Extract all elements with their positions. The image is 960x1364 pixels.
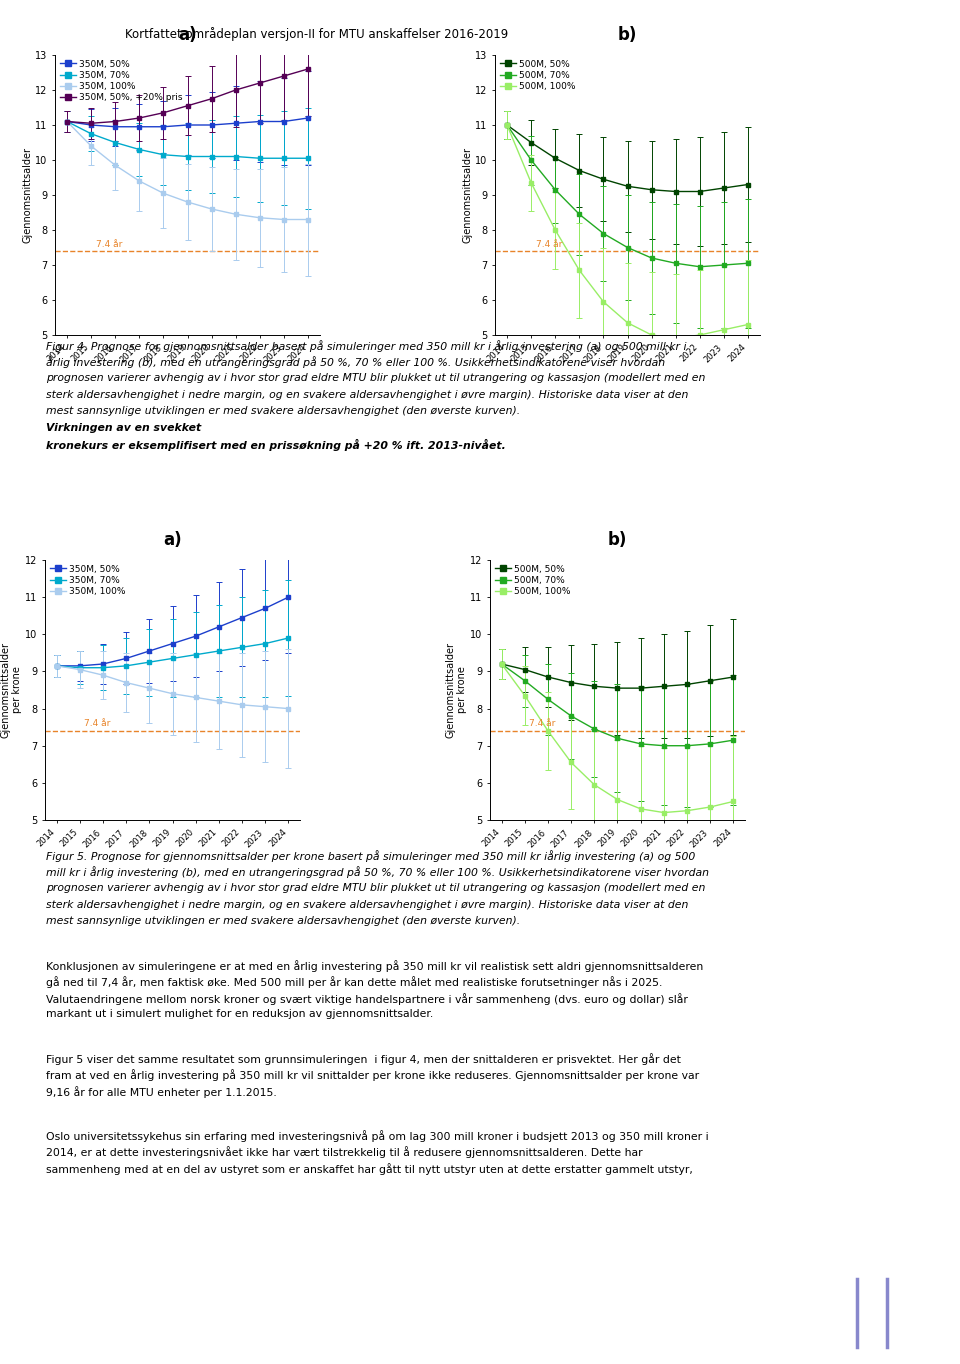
Legend: 350M, 50%, 350M, 70%, 350M, 100%, 350M, 50%, +20% pris: 350M, 50%, 350M, 70%, 350M, 100%, 350M, … — [60, 60, 182, 102]
Text: kronekurs er eksemplifisert med en prissøkning på +20 % ift. 2013-nivået.: kronekurs er eksemplifisert med en priss… — [46, 439, 506, 451]
Text: 7.4 år: 7.4 år — [529, 719, 556, 728]
Text: fram at ved en årlig investering på 350 mill kr vil snittalder per krone ikke re: fram at ved en årlig investering på 350 … — [46, 1069, 699, 1082]
Text: sammenheng med at en del av ustyret som er anskaffet har gått til nytt utstyr ut: sammenheng med at en del av ustyret som … — [46, 1163, 693, 1174]
Text: Figur 4. Prognose for gjennomsnittsalder basert på simuleringer med 350 mill kr : Figur 4. Prognose for gjennomsnittsalder… — [46, 340, 686, 352]
Text: 2014, er at dette investeringsnivået ikke har vært tilstrekkelig til å redusere : 2014, er at dette investeringsnivået ikk… — [46, 1146, 642, 1158]
Legend: 500M, 50%, 500M, 70%, 500M, 100%: 500M, 50%, 500M, 70%, 500M, 100% — [494, 565, 571, 596]
Text: a): a) — [163, 531, 181, 550]
Text: 7.4 år: 7.4 år — [96, 240, 122, 248]
Text: mest sannsynlige utviklingen er med svakere aldersavhengighet (den øverste kurve: mest sannsynlige utviklingen er med svak… — [46, 406, 520, 416]
Legend: 350M, 50%, 350M, 70%, 350M, 100%: 350M, 50%, 350M, 70%, 350M, 100% — [50, 565, 126, 596]
Text: Virkningen av en svekket: Virkningen av en svekket — [46, 423, 202, 432]
Text: prognosen varierer avhengig av i hvor stor grad eldre MTU blir plukket ut til ut: prognosen varierer avhengig av i hvor st… — [46, 883, 706, 893]
Text: Kortfattet områdeplan versjon-II for MTU anskaffelser 2016-2019: Kortfattet områdeplan versjon-II for MTU… — [125, 27, 508, 41]
Text: Figur 5. Prognose for gjennomsnittsalder per krone basert på simuleringer med 35: Figur 5. Prognose for gjennomsnittsalder… — [46, 850, 695, 862]
Legend: 500M, 50%, 500M, 70%, 500M, 100%: 500M, 50%, 500M, 70%, 500M, 100% — [499, 60, 576, 91]
Y-axis label: Gjennomsnittsalder
per krone: Gjennomsnittsalder per krone — [445, 642, 468, 738]
Text: Oslo universitetssykehus sin erfaring med investeringsnivå på om lag 300 mill kr: Oslo universitetssykehus sin erfaring me… — [46, 1129, 708, 1142]
Text: a): a) — [179, 26, 197, 44]
Text: mill kr i årlig investering (b), med en utrangeringsgrad på 50 %, 70 % eller 100: mill kr i årlig investering (b), med en … — [46, 866, 709, 878]
Text: 9,16 år for alle MTU enheter per 1.1.2015.: 9,16 år for alle MTU enheter per 1.1.201… — [46, 1086, 276, 1098]
Text: Figur 5 viser det samme resultatet som grunnsimuleringen  i figur 4, men der sni: Figur 5 viser det samme resultatet som g… — [46, 1053, 681, 1065]
Text: markant ut i simulert mulighet for en reduksjon av gjennomsnittsalder.: markant ut i simulert mulighet for en re… — [46, 1009, 433, 1019]
Text: sterk aldersavhengighet i nedre margin, og en svakere aldersavhengighet i øvre m: sterk aldersavhengighet i nedre margin, … — [46, 390, 688, 400]
Text: .: . — [46, 827, 50, 840]
Y-axis label: Gjennomsnittsalder
per krone: Gjennomsnittsalder per krone — [1, 642, 22, 738]
Text: Konklusjonen av simuleringene er at med en årlig investering på 350 mill kr vil : Konklusjonen av simuleringene er at med … — [46, 960, 704, 971]
Text: gå ned til 7,4 år, men faktisk øke. Med 500 mill per år kan dette målet med real: gå ned til 7,4 år, men faktisk øke. Med … — [46, 977, 662, 988]
Text: 10: 10 — [868, 18, 889, 31]
Text: 7.4 år: 7.4 år — [84, 719, 110, 728]
Text: prognosen varierer avhengig av i hvor stor grad eldre MTU blir plukket ut til ut: prognosen varierer avhengig av i hvor st… — [46, 372, 706, 383]
Text: Valutaendringene mellom norsk kroner og svært viktige handelspartnere i vår samm: Valutaendringene mellom norsk kroner og … — [46, 993, 688, 1005]
Text: sterk aldersavhengighet i nedre margin, og en svakere aldersavhengighet i øvre m: sterk aldersavhengighet i nedre margin, … — [46, 899, 688, 910]
Text: mest sannsynlige utviklingen er med svakere aldersavhengighet (den øverste kurve: mest sannsynlige utviklingen er med svak… — [46, 917, 520, 926]
Text: 7.4 år: 7.4 år — [536, 240, 563, 248]
Text: b): b) — [618, 26, 637, 44]
Text: b): b) — [608, 531, 627, 550]
Text: årlig investering (b), med en utrangeringsgrad på 50 %, 70 % eller 100 %. Usikke: årlig investering (b), med en utrangerin… — [46, 356, 665, 368]
Y-axis label: Gjennomsnittsalder: Gjennomsnittsalder — [22, 147, 33, 243]
Y-axis label: Gjennomsnittsalder: Gjennomsnittsalder — [462, 147, 472, 243]
